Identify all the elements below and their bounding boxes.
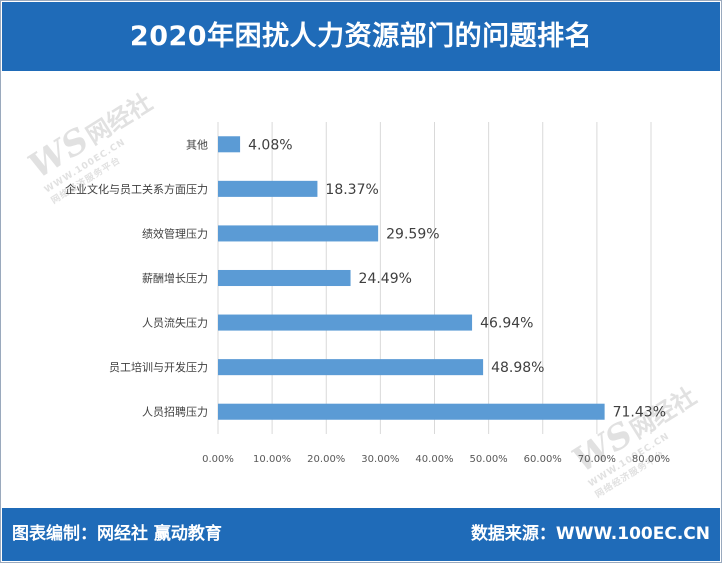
footer-source: 数据来源：WWW.100EC.CN [470,524,710,544]
value-label: 29.59% [386,226,439,242]
x-tick-label: 20.00% [307,454,345,465]
category-label: 员工培训与开发压力 [109,360,208,374]
value-label: 48.98% [491,360,544,376]
value-label: 71.43% [613,405,666,421]
x-tick-label: 60.00% [524,454,562,465]
category-label: 其他 [186,138,208,151]
x-tick-label: 80.00% [632,454,670,465]
category-label: 企业文化与员工关系方面压力 [65,182,208,196]
value-label: 24.49% [359,271,412,287]
footer-bar: 图表编制：网经社 赢动教育 数据来源：WWW.100EC.CN [2,508,720,561]
x-axis-ticks: 0.00% 10.00% 20.00% 30.00% 40.00% 50.00% 60.00… [202,454,670,465]
title-bar: 2020年困扰人力资源部门的问题排名 [2,2,720,71]
x-tick-label: 70.00% [578,454,616,465]
bars [218,136,605,420]
category-label: 人员流失压力 [142,316,208,330]
x-tick-label: 10.00% [253,454,291,465]
bar [218,403,605,420]
category-labels: 其他企业文化与员工关系方面压力绩效管理压力薪酬增长压力人员流失压力员工培训与开发… [65,138,208,418]
category-label: 人员招聘压力 [142,405,208,419]
category-label: 薪酬增长压力 [142,271,208,285]
bar [218,269,351,287]
value-label: 18.37% [325,182,378,198]
x-tick-label: 40.00% [415,454,453,465]
bar [218,359,484,376]
bar [218,314,473,331]
footer-credit: 图表编制：网经社 赢动教育 [12,524,222,544]
x-tick-label: 50.00% [470,454,508,465]
value-labels: 4.08% 18.37% 29.59% 24.49% 46.94% 48.98% 71.43… [248,137,666,420]
bar [218,136,241,153]
value-label: 46.94% [480,316,533,332]
x-tick-label: 30.00% [361,454,399,465]
chart-title: 2020年困扰人力资源部门的问题排名 [129,21,593,52]
bar [218,180,318,197]
value-label: 4.08% [248,137,292,153]
x-tick-label: 0.00% [202,454,234,465]
bar [218,225,379,242]
category-label: 绩效管理压力 [142,226,208,240]
